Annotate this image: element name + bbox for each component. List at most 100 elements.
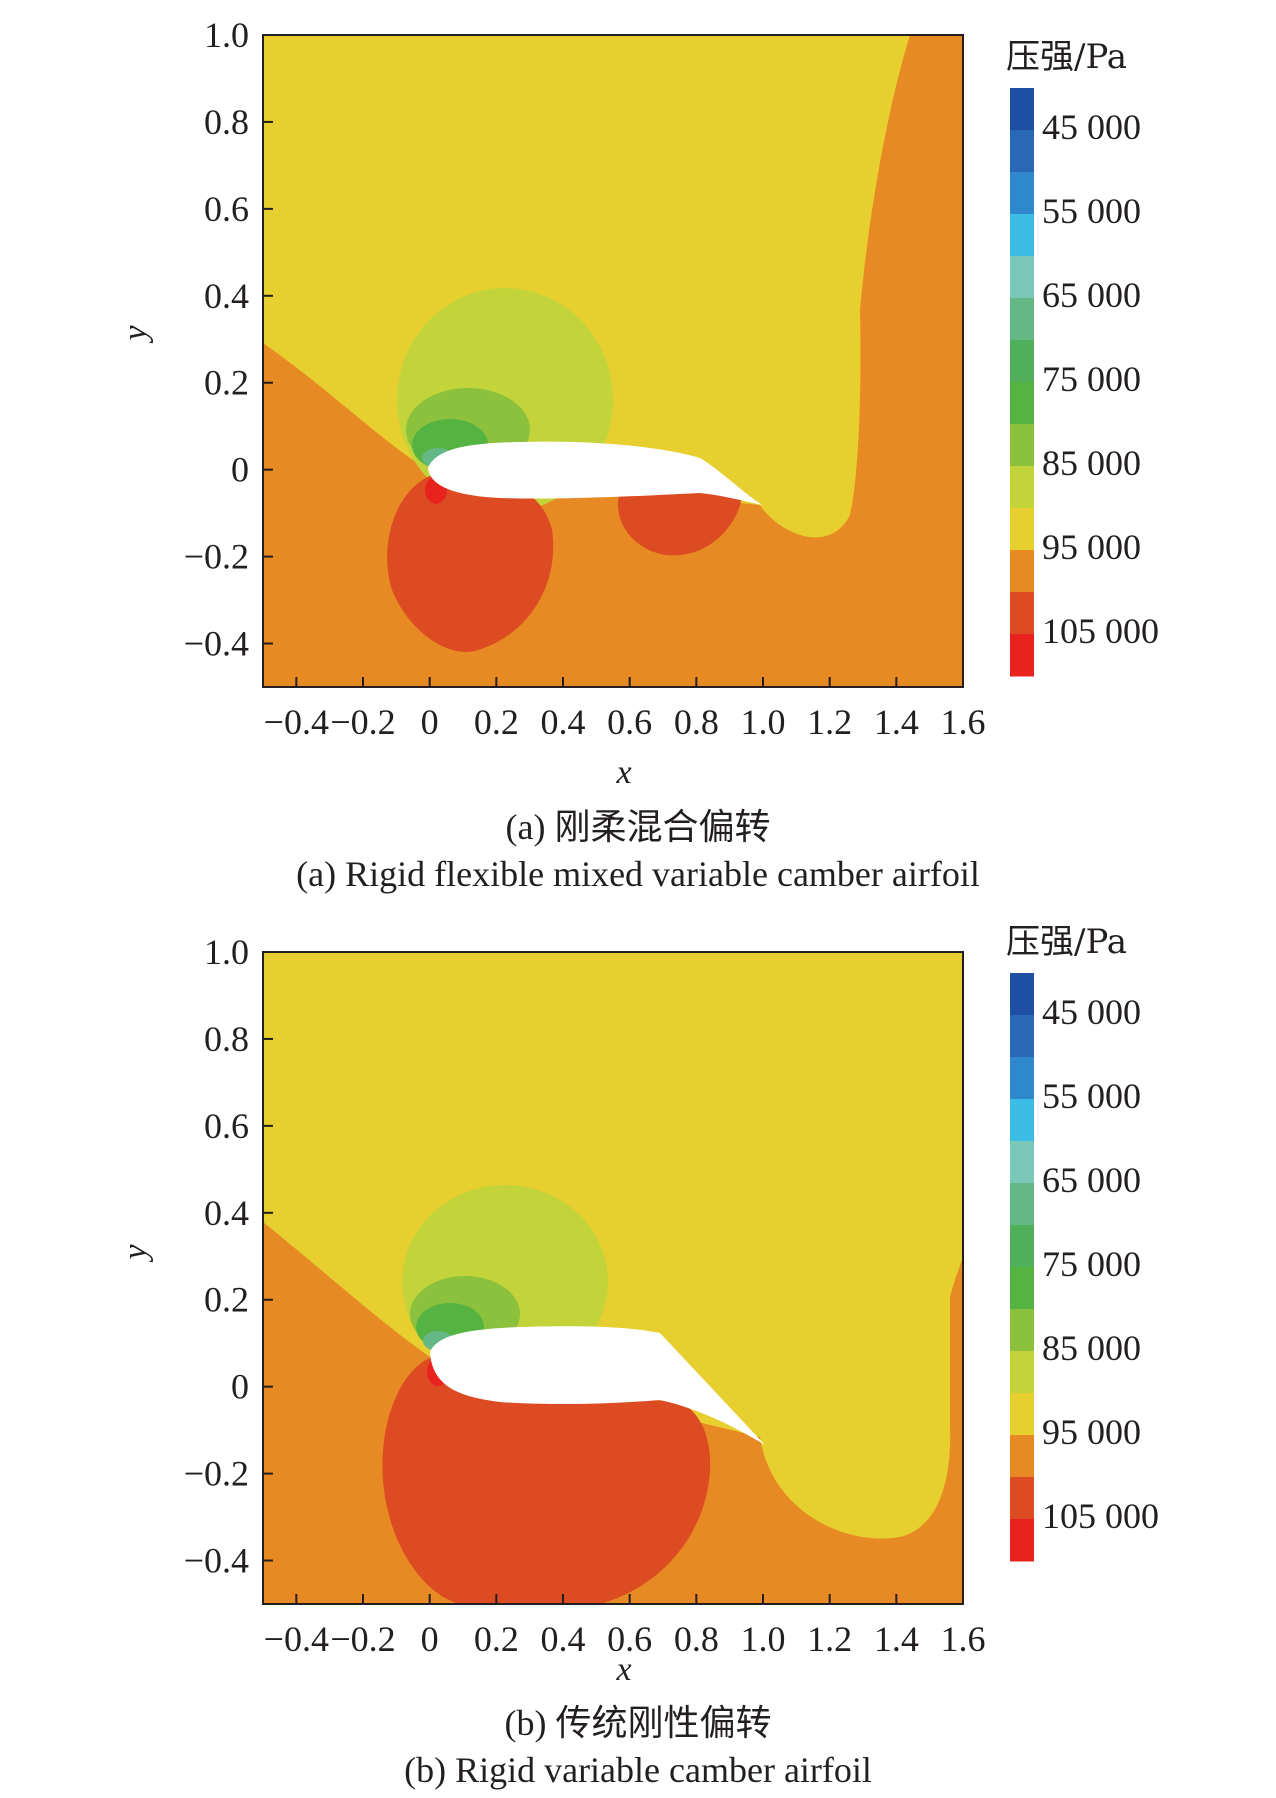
x-tick-label: 1.6 <box>941 1619 986 1659</box>
y-tick-label: −0.4 <box>184 1541 249 1581</box>
x-tick-label: 0.8 <box>674 1619 719 1659</box>
y-tick-label: 0.8 <box>204 102 249 142</box>
x-tick-label: 1.0 <box>741 1619 786 1659</box>
x-tick-label: 0.4 <box>541 1619 586 1659</box>
caption-en-a: (a) Rigid flexible mixed variable camber… <box>296 854 980 894</box>
y-tick-label: 0.4 <box>204 1193 249 1233</box>
airfoil-a <box>428 441 762 505</box>
colorbar-label: 55 000 <box>1042 191 1141 231</box>
colorbar-swatch <box>1010 1519 1034 1562</box>
region-95k <box>263 952 963 1539</box>
colorbar-swatch <box>1010 1267 1034 1310</box>
caption-en-b: (b) Rigid variable camber airfoil <box>404 1750 872 1790</box>
x-tick-label: 0 <box>421 1619 439 1659</box>
panel-b: −0.4 −0.2 0 0.2 0.4 0.6 0.8 1.0 1.2 1.4 1.6 1.0 0.8 0… <box>0 897 1276 1794</box>
contour-chart-b: −0.4 −0.2 0 0.2 0.4 0.6 0.8 1.0 1.2 1.4 1.61.00.80… <box>117 922 1159 1688</box>
colorbar-title-b: 压强/Pa <box>1006 922 1127 962</box>
colorbar-label: 95 000 <box>1042 1412 1141 1452</box>
y-tick-label: 0.4 <box>204 276 249 316</box>
region-lower-lobe <box>382 1357 711 1604</box>
x-tick-label: 1.6 <box>941 702 986 742</box>
colorbar-label: 45 000 <box>1042 107 1141 147</box>
y-tick-label: 0.6 <box>204 189 249 229</box>
region-lower-lobe-1 <box>387 475 554 652</box>
x-axis-label-a: x <box>615 754 631 791</box>
y-tick-label: −0.4 <box>184 624 249 664</box>
y-axis-label-b: y <box>117 1244 154 1263</box>
y-tick-label: 1.0 <box>204 15 249 55</box>
caption-cn-b: (b) 传统刚性偏转 <box>504 1703 772 1743</box>
colorbar-swatch <box>1010 382 1034 425</box>
y-tick-label: −0.2 <box>184 537 249 577</box>
colorbar-swatch <box>1010 1183 1034 1226</box>
x-tick-label: 0 <box>421 702 439 742</box>
colorbar-swatch <box>1010 592 1034 635</box>
colorbar-swatch <box>1010 298 1034 341</box>
y-tick-label: 0.2 <box>204 1280 249 1320</box>
x-axis-label-b: x <box>615 1651 631 1688</box>
colorbar-b: 45 000 55 000 65 000 75 000 85 000 95 000 105 … <box>1010 973 1159 1562</box>
colorbar-swatch <box>1010 130 1034 173</box>
y-tick-label: −0.2 <box>184 1454 249 1494</box>
y-tick-label: 0.2 <box>204 363 249 403</box>
x-tick-label: 0.8 <box>674 702 719 742</box>
colorbar-label: 85 000 <box>1042 443 1141 483</box>
contour-field-a <box>263 35 963 687</box>
colorbar-swatch <box>1010 550 1034 593</box>
x-tick-label: 1.2 <box>807 702 852 742</box>
contour-field-b <box>263 952 963 1604</box>
x-tick-label: 0.6 <box>607 702 652 742</box>
axes-b: −0.4 −0.2 0 0.2 0.4 0.6 0.8 1.0 1.2 1.4 1.61.00.80… <box>184 932 986 1659</box>
axes-a: −0.4 −0.2 0 0.2 0.4 0.6 0.8 1.0 1.2 1.4 1.61.00.80… <box>184 15 986 742</box>
colorbar-label: 55 000 <box>1042 1076 1141 1116</box>
colorbar-swatch <box>1010 172 1034 215</box>
x-tick-label: 1.2 <box>807 1619 852 1659</box>
x-tick-label: 0.4 <box>541 702 586 742</box>
colorbar-label: 45 000 <box>1042 992 1141 1032</box>
colorbar-swatch <box>1010 1057 1034 1100</box>
colorbar-swatch <box>1010 1015 1034 1058</box>
x-tick-label: −0.4 <box>264 1619 329 1659</box>
colorbar-label: 65 000 <box>1042 275 1141 315</box>
y-tick-label: 1.0 <box>204 932 249 972</box>
plot-frame-a <box>262 34 964 688</box>
colorbar-swatch <box>1010 466 1034 509</box>
x-tick-label: 1.4 <box>874 702 919 742</box>
x-tick-label: 1.0 <box>741 702 786 742</box>
colorbar-swatch <box>1010 88 1034 131</box>
colorbar-swatch <box>1010 340 1034 383</box>
colorbar-label: 105 000 <box>1042 1496 1159 1536</box>
colorbar-swatch <box>1010 1141 1034 1184</box>
colorbar-label: 75 000 <box>1042 359 1141 399</box>
x-tick-label: −0.2 <box>330 1619 395 1659</box>
colorbar-swatch <box>1010 1477 1034 1520</box>
y-tick-label: 0.8 <box>204 1019 249 1059</box>
x-tick-label: 0.2 <box>474 1619 519 1659</box>
panel-a: −0.4 −0.2 0 0.2 0.4 0.6 0.8 1.0 1.2 1.4 1.6 1.0 0.8 0… <box>0 0 1276 897</box>
colorbar-swatch <box>1010 256 1034 299</box>
colorbar-swatch <box>1010 1435 1034 1478</box>
colorbar-label: 105 000 <box>1042 611 1159 651</box>
colorbar-swatch <box>1010 1225 1034 1268</box>
y-tick-label: 0 <box>231 450 249 490</box>
colorbar-swatch <box>1010 424 1034 467</box>
y-tick-label: 0.6 <box>204 1106 249 1146</box>
colorbar-label: 85 000 <box>1042 1328 1141 1368</box>
colorbar-swatch <box>1010 973 1034 1016</box>
region-lower-lobe-2 <box>617 488 742 556</box>
colorbar-swatch <box>1010 1099 1034 1142</box>
airfoil-b <box>430 1326 765 1445</box>
colorbar-swatch <box>1010 508 1034 551</box>
plot-frame-b <box>262 951 964 1605</box>
colorbar-label: 65 000 <box>1042 1160 1141 1200</box>
colorbar-swatch <box>1010 1309 1034 1352</box>
colorbar-label: 95 000 <box>1042 527 1141 567</box>
colorbar-swatch <box>1010 214 1034 257</box>
colorbar-swatch <box>1010 1351 1034 1394</box>
x-tick-label: −0.4 <box>264 702 329 742</box>
x-tick-label: 0.6 <box>607 1619 652 1659</box>
colorbar-swatch <box>1010 1393 1034 1436</box>
colorbar-label: 75 000 <box>1042 1244 1141 1284</box>
y-axis-label-a: y <box>117 325 154 344</box>
x-tick-label: −0.2 <box>330 702 395 742</box>
